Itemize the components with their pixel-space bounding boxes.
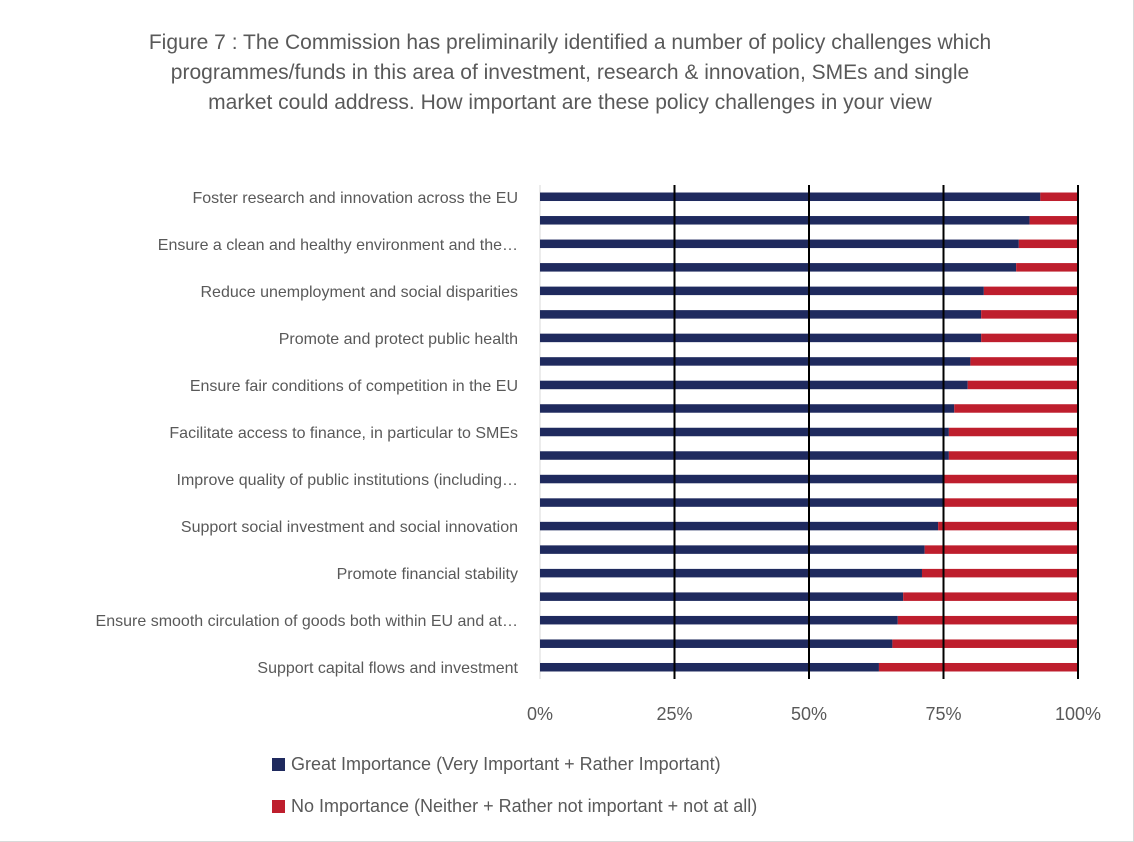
bar-no-importance-4 [983,286,1078,296]
legend-label-great-importance: Great Importance (Very Important + Rathe… [291,754,721,774]
legend-item-great-importance: Great Importance (Very Important + Rathe… [272,754,721,775]
category-label-0: Foster research and innovation across th… [193,190,519,207]
bar-no-importance-7 [970,357,1078,366]
category-label-8: Ensure fair conditions of competition in… [190,378,518,395]
chart-title: Figure 7 : The Commission has preliminar… [148,31,992,114]
bar-no-importance-13 [943,498,1078,507]
bar-great-importance-7 [540,357,971,366]
bar-great-importance-19 [540,639,893,648]
legend-swatch-great-importance [272,758,285,771]
bar-no-importance-3 [1016,263,1078,272]
bar-no-importance-19 [892,639,1078,648]
bar-great-importance-11 [540,451,949,460]
bar-no-importance-17 [903,592,1078,601]
category-label-18: Ensure smooth circulation of goods both … [96,613,518,630]
x-tick-label-2: 50% [791,704,827,724]
bar-no-importance-10 [948,427,1078,437]
bar-great-importance-17 [540,592,904,601]
category-label-16: Promote financial stability [337,566,518,583]
bar-great-importance-10 [540,427,949,437]
bar-no-importance-6 [981,333,1078,343]
x-tick-label-4: 100% [1055,704,1101,724]
bar-great-importance-9 [540,404,955,413]
bar-great-importance-20 [540,662,879,672]
category-label-14: Support social investment and social inn… [181,519,518,536]
x-tick-label-3: 75% [925,704,961,724]
category-label-2: Ensure a clean and healthy environment a… [158,237,518,254]
bar-no-importance-11 [948,451,1078,460]
bar-great-importance-1 [540,216,1030,225]
bar-no-importance-16 [921,568,1078,578]
bar-great-importance-5 [540,310,982,319]
bar-great-importance-15 [540,545,925,554]
bar-no-importance-12 [943,474,1078,484]
bar-great-importance-16 [540,568,922,578]
bar-no-importance-1 [1029,216,1078,225]
x-tick-label-0: 0% [527,704,553,724]
bar-great-importance-13 [540,498,944,507]
x-tick-label-1: 25% [656,704,692,724]
legend-label-no-importance: No Importance (Neither + Rather not impo… [291,796,758,816]
bar-no-importance-2 [1018,239,1078,249]
bar-great-importance-8 [540,380,968,390]
bar-no-importance-5 [981,310,1078,319]
bar-great-importance-2 [540,239,1019,249]
bar-great-importance-12 [540,474,944,484]
legend-item-no-importance: No Importance (Neither + Rather not impo… [272,796,757,817]
category-label-6: Promote and protect public health [279,331,518,348]
legend-swatch-no-importance [272,800,285,813]
bar-no-importance-18 [897,615,1078,625]
bar-great-importance-14 [540,521,939,531]
bar-no-importance-20 [878,662,1078,672]
bar-no-importance-15 [924,545,1078,554]
bar-no-importance-8 [967,380,1078,390]
bar-no-importance-0 [1040,192,1078,202]
bar-great-importance-4 [540,286,984,296]
category-label-10: Facilitate access to finance, in particu… [169,425,518,442]
bar-great-importance-6 [540,333,982,343]
category-label-4: Reduce unemployment and social dispariti… [200,284,518,301]
bar-great-importance-0 [540,192,1041,202]
bar-no-importance-9 [954,404,1078,413]
category-label-12: Improve quality of public institutions (… [177,472,519,489]
bar-great-importance-3 [540,263,1017,272]
bar-great-importance-18 [540,615,898,625]
category-label-20: Support capital flows and investment [257,660,518,677]
bar-no-importance-14 [938,521,1078,531]
